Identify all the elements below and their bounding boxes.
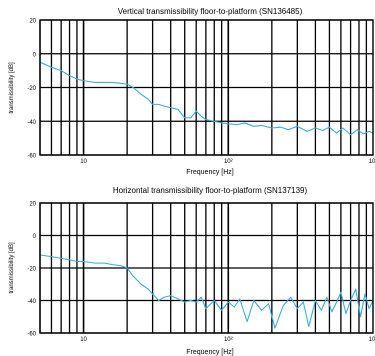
y-tick-label: 0: [33, 52, 37, 58]
y-axis-label: transmissibility [dB]: [9, 62, 15, 114]
y-tick-label: 20: [29, 19, 36, 25]
x-tick-label: 10²: [224, 159, 233, 165]
plot-area: 20 0 -20 -40 -60 10 10² 10³: [27, 19, 375, 166]
series-line: [39, 61, 374, 136]
x-tick-label: 10²: [224, 337, 233, 343]
x-tick-label: 10: [80, 337, 87, 343]
y-tick-label: -40: [27, 120, 36, 126]
series-line: [39, 254, 374, 329]
chart-vertical: Vertical transmissibility floor-to-platf…: [9, 7, 375, 176]
y-tick-label: -40: [27, 299, 36, 305]
chart-horizontal: Horizontal transmissibility floor-to-pla…: [9, 186, 375, 356]
chart-title: Horizontal transmissibility floor-to-pla…: [113, 186, 308, 195]
y-tick-label: -60: [27, 332, 36, 338]
y-tick-label: 0: [33, 234, 37, 240]
chart-title: Vertical transmissibility floor-to-platf…: [118, 7, 303, 16]
plot-area: 20 0 -20 -40 -60 10 10² 10³: [27, 202, 375, 344]
x-tick-label: 10³: [369, 159, 375, 165]
x-tick-label: 10: [80, 159, 87, 165]
x-axis-label: Frequency [Hz]: [186, 349, 234, 356]
y-tick-label: -60: [27, 154, 36, 160]
x-tick-label: 10³: [369, 337, 375, 343]
y-tick-label: -20: [27, 267, 36, 273]
plot-frame: [39, 202, 374, 334]
x-axis-label: Frequency [Hz]: [186, 169, 234, 176]
y-axis-label: transmissibility [dB]: [9, 242, 15, 294]
plot-frame: [39, 19, 374, 156]
y-tick-label: 20: [29, 202, 36, 208]
y-tick-label: -20: [27, 86, 36, 92]
